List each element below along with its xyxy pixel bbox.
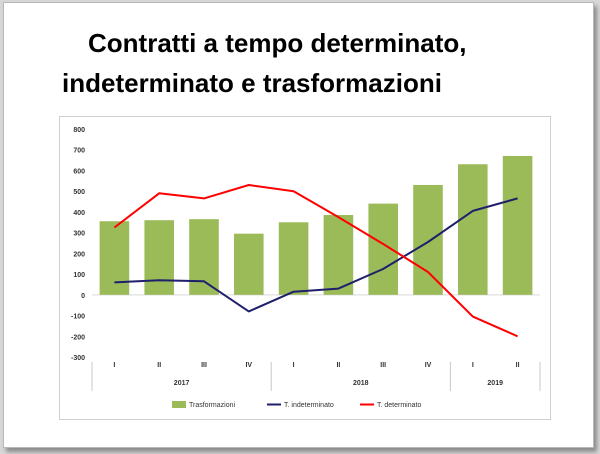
y-tick-label: 100 (73, 272, 85, 279)
bar-trasformazioni (189, 219, 219, 295)
legend-swatch (172, 401, 186, 408)
legend-label: T. indeterminato (284, 402, 334, 409)
x-tick-label: IV (245, 362, 252, 369)
y-tick-label: -100 (71, 314, 85, 321)
x-tick-label: I (472, 362, 474, 369)
y-tick-label: 200 (73, 251, 85, 258)
y-tick-label: 300 (73, 231, 85, 238)
x-tick-label: III (380, 362, 386, 369)
x-tick-label: II (336, 362, 340, 369)
bar-trasformazioni (502, 155, 533, 295)
y-tick-label: 0 (81, 293, 85, 300)
x-tick-label: II (516, 362, 520, 369)
bar-trasformazioni (99, 221, 130, 295)
x-tick-label: IV (425, 362, 432, 369)
slide: Contratti a tempo determinato, indetermi… (3, 2, 594, 448)
x-tick-label: II (157, 362, 161, 369)
y-tick-label: 600 (73, 168, 85, 175)
title-line-2: indeterminato e trasformazioni (62, 68, 442, 98)
legend-label: Trasformazioni (189, 402, 235, 409)
bar-trasformazioni (458, 164, 488, 295)
x-group-label: 2017 (174, 380, 190, 387)
y-tick-label: -200 (71, 334, 85, 341)
slide-title: Contratti a tempo determinato, indetermi… (44, 23, 564, 103)
legend-label: T. determinato (377, 402, 421, 409)
line-series (114, 197, 518, 313)
y-tick-label: 400 (73, 210, 85, 217)
line-series (113, 184, 519, 338)
bar-trasformazioni (144, 220, 174, 295)
title-line-1: Contratti a tempo determinato, (88, 28, 467, 58)
bar-trasformazioni (368, 203, 398, 295)
x-group-label: 2019 (487, 380, 503, 387)
x-tick-label: I (293, 362, 295, 369)
y-tick-label: -300 (71, 355, 85, 362)
x-tick-label: I (113, 362, 115, 369)
bar-trasformazioni (323, 215, 354, 295)
y-tick-label: 700 (73, 148, 85, 155)
x-tick-label: III (201, 362, 207, 369)
y-tick-label: 800 (73, 127, 85, 134)
x-group-label: 2018 (353, 380, 369, 387)
chart-area: 800 700 600 500 400 300 200 100 0 -100 -200 -300 I II… (59, 116, 551, 420)
bar-trasformazioni (234, 233, 264, 295)
bar-trasformazioni (278, 222, 309, 295)
y-tick-label: 500 (73, 189, 85, 196)
bar-trasformazioni (413, 184, 443, 295)
